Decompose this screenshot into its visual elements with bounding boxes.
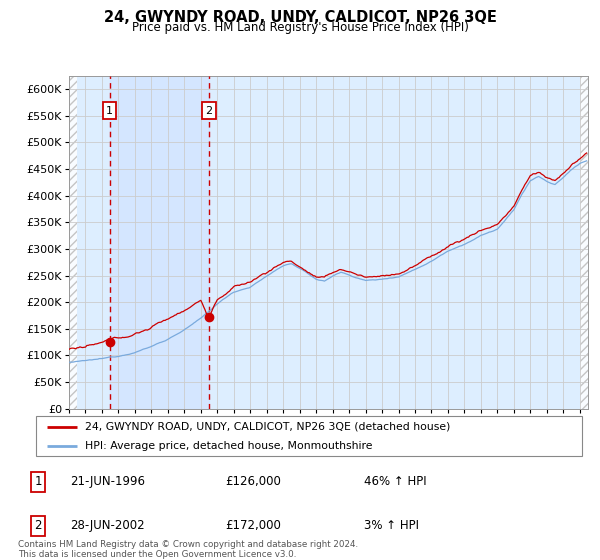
Text: 1: 1	[34, 475, 42, 488]
Text: 24, GWYNDY ROAD, UNDY, CALDICOT, NP26 3QE (detached house): 24, GWYNDY ROAD, UNDY, CALDICOT, NP26 3Q…	[85, 422, 451, 432]
Text: 3% ↑ HPI: 3% ↑ HPI	[364, 519, 419, 533]
Text: £126,000: £126,000	[226, 475, 281, 488]
Text: Contains HM Land Registry data © Crown copyright and database right 2024.
This d: Contains HM Land Registry data © Crown c…	[18, 540, 358, 559]
FancyBboxPatch shape	[36, 416, 582, 456]
Text: 21-JUN-1996: 21-JUN-1996	[70, 475, 145, 488]
Text: Price paid vs. HM Land Registry's House Price Index (HPI): Price paid vs. HM Land Registry's House …	[131, 21, 469, 34]
Text: 46% ↑ HPI: 46% ↑ HPI	[364, 475, 426, 488]
Text: £172,000: £172,000	[226, 519, 281, 533]
Bar	[110, 76, 209, 409]
Text: 1: 1	[106, 106, 113, 115]
Text: 24, GWYNDY ROAD, UNDY, CALDICOT, NP26 3QE: 24, GWYNDY ROAD, UNDY, CALDICOT, NP26 3Q…	[104, 10, 496, 25]
Text: HPI: Average price, detached house, Monmouthshire: HPI: Average price, detached house, Monm…	[85, 441, 373, 450]
Text: 2: 2	[34, 519, 42, 533]
Text: 2: 2	[205, 106, 212, 115]
Text: 28-JUN-2002: 28-JUN-2002	[70, 519, 145, 533]
